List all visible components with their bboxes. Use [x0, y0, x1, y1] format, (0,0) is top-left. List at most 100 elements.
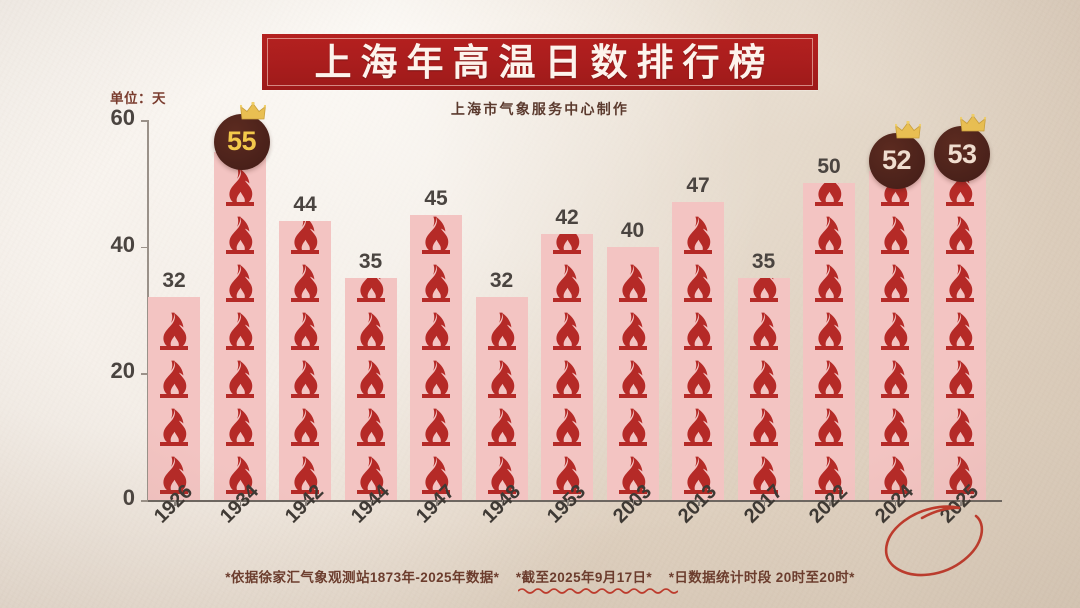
flame-base-bar — [880, 394, 909, 398]
crown-icon — [239, 101, 266, 120]
flame-base-bar — [815, 250, 843, 254]
x-tick-mark-2013 — [698, 500, 700, 506]
flame-base-bar — [487, 490, 516, 494]
flame-base-bar — [356, 442, 385, 446]
x-tick-mark-1944 — [370, 500, 372, 506]
flame-base-bar — [225, 346, 254, 350]
flame-icon — [476, 452, 528, 500]
flame-icon — [214, 452, 266, 500]
value-badge-text: 52 — [881, 145, 912, 176]
bar-1947[interactable] — [410, 215, 462, 500]
flame-base-bar — [946, 346, 974, 350]
flame-icon — [345, 404, 397, 452]
flame-icon — [410, 356, 462, 404]
y-tick-mark-0 — [141, 500, 148, 502]
flame-base-bar — [422, 442, 450, 446]
bar-1953[interactable] — [541, 234, 593, 500]
flame-base-bar — [815, 346, 843, 350]
bar-group[interactable] — [475, 297, 528, 500]
bar-2003[interactable] — [606, 246, 659, 500]
value-badge-2024: 52 — [868, 120, 925, 189]
bar-1942[interactable] — [279, 221, 331, 500]
bar-group[interactable] — [934, 164, 986, 500]
flame-icon — [672, 212, 724, 260]
flame-base-bar — [946, 442, 974, 446]
bar-2013[interactable] — [672, 202, 724, 500]
bar-group[interactable] — [410, 215, 462, 500]
flame-icon — [738, 308, 790, 356]
page-title: 上海年高温日数排行榜 — [314, 41, 775, 83]
bar-group[interactable] — [148, 297, 200, 500]
x-tick-mark-1934 — [239, 500, 241, 506]
subtitle: 上海市气象服务中心制作 — [450, 101, 630, 117]
bar-1934[interactable] — [213, 151, 266, 500]
bar-2017[interactable] — [737, 278, 790, 500]
value-badge-2025: 53 — [934, 114, 990, 183]
x-tick-mark-2022 — [829, 500, 831, 506]
bar-group[interactable] — [344, 278, 397, 500]
bar-value-label-2017: 35 — [751, 250, 776, 274]
flame-base-bar — [684, 442, 712, 446]
flame-base-bar — [880, 298, 909, 302]
bar-1944[interactable] — [344, 278, 397, 500]
bar-2022[interactable] — [803, 183, 855, 500]
flame-icon — [279, 404, 331, 452]
flame-icon — [803, 404, 855, 452]
bar-group[interactable] — [737, 278, 790, 500]
bar-group[interactable] — [868, 170, 921, 500]
flame-icon — [607, 452, 659, 500]
flame-icon — [345, 356, 397, 404]
bar-group[interactable] — [279, 221, 331, 500]
flame-icon — [607, 260, 659, 308]
footnote-segment-2: *截至2025年9月17日* — [516, 566, 678, 594]
bar-group[interactable] — [213, 151, 266, 500]
flame-icon — [541, 260, 593, 308]
bar-group[interactable] — [606, 246, 659, 500]
crown-icon — [894, 120, 921, 139]
flame-icon — [541, 404, 593, 452]
flame-icon — [279, 221, 331, 260]
bar-group[interactable] — [672, 202, 724, 500]
x-tick-mark-2024 — [894, 500, 896, 506]
flame-icon — [672, 404, 724, 452]
flame-base-bar — [815, 202, 843, 206]
flame-icon — [672, 356, 724, 404]
flame-base-bar — [422, 298, 450, 302]
bar-value-label-2003: 40 — [620, 218, 645, 242]
flame-base-bar — [422, 490, 450, 494]
flame-icon — [672, 308, 724, 356]
bar-1948[interactable] — [475, 297, 528, 500]
flame-icon — [148, 308, 200, 356]
flame-base-bar — [422, 346, 450, 350]
bar-2025[interactable] — [934, 164, 986, 500]
bar-2024[interactable] — [868, 170, 921, 500]
bar-group[interactable] — [803, 183, 855, 500]
flame-base-bar — [880, 202, 909, 206]
flame-icon — [541, 308, 593, 356]
flame-base-bar — [946, 394, 974, 398]
y-tick-label-0: 0 — [122, 485, 135, 510]
flame-icon — [214, 164, 266, 212]
flame-base-bar — [749, 394, 778, 398]
flame-base-bar — [356, 394, 385, 398]
bar-group[interactable] — [541, 234, 593, 500]
flame-icon — [803, 452, 855, 500]
flame-icon — [607, 308, 659, 356]
bar-1926[interactable] — [148, 297, 200, 500]
value-badge-text: 53 — [947, 138, 977, 169]
flame-base-bar — [684, 298, 712, 302]
flame-base-bar — [225, 490, 254, 494]
bar-value-label-1944: 35 — [358, 250, 383, 274]
flame-base-bar — [291, 346, 319, 350]
flame-base-bar — [815, 442, 843, 446]
flame-icon — [869, 260, 921, 308]
x-axis-line — [147, 500, 1002, 502]
flame-icon — [410, 452, 462, 500]
flame-icon — [803, 183, 855, 212]
flame-base-bar — [618, 490, 647, 494]
flame-base-bar — [553, 394, 581, 398]
flame-base-bar — [291, 250, 319, 254]
flame-icon — [869, 212, 921, 260]
y-tick-mark-20 — [141, 373, 148, 375]
